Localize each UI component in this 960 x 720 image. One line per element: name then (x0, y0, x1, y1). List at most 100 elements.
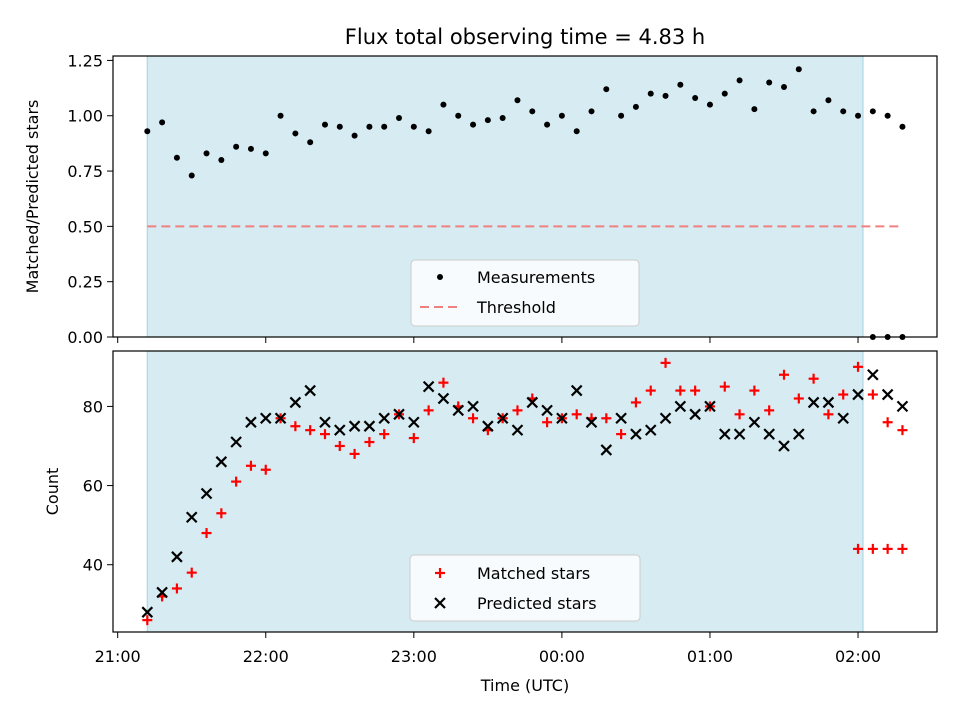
x-b (837, 412, 850, 425)
measurement-point (529, 108, 536, 115)
predicted-point (437, 392, 450, 405)
measurement-point (440, 101, 447, 108)
matched-point-tail (867, 543, 878, 554)
x-b (556, 412, 568, 425)
predicted-point (215, 456, 228, 468)
matched-point (808, 373, 819, 384)
top-legend: Measurements Threshold (410, 259, 640, 327)
matched-point (231, 476, 242, 487)
predicted-point (334, 424, 346, 436)
measurement-point (262, 150, 269, 157)
measurement-point (144, 128, 151, 135)
x-b (348, 420, 361, 432)
measurement-point (825, 97, 832, 104)
x-b (733, 428, 746, 440)
matched-point (468, 413, 479, 424)
y-tick-label: 0.75 (67, 162, 103, 181)
x-tick-label: 02:00 (835, 647, 881, 666)
x-b (319, 416, 331, 429)
x-b (422, 380, 435, 393)
predicted-point (467, 400, 479, 413)
x-b (496, 412, 509, 425)
predicted-point (363, 420, 376, 432)
matched-point (186, 567, 197, 578)
x-b (896, 400, 909, 413)
x-b (674, 400, 687, 413)
x-b (600, 444, 613, 456)
x-b (570, 384, 583, 397)
measurement-point (780, 83, 787, 90)
predicted-point (837, 412, 850, 425)
predicted-point (556, 412, 568, 425)
measurement-point (159, 119, 166, 126)
matched-point (423, 405, 434, 416)
matched-point (216, 508, 227, 519)
x-b (718, 428, 731, 440)
x-b (689, 408, 701, 421)
x-b (511, 424, 524, 436)
predicted-point (230, 436, 242, 448)
measurement-point (795, 66, 802, 73)
matched-point (379, 429, 390, 440)
predicted-point (896, 400, 909, 413)
y-tick-label: 0.50 (67, 217, 103, 236)
matched-point (201, 528, 212, 539)
x-b (585, 416, 598, 429)
predicted-point (778, 440, 790, 452)
predicted-point (748, 416, 761, 429)
matched-point (630, 397, 641, 408)
matched-point (319, 429, 330, 440)
measurement-point (588, 108, 595, 115)
matched-point (334, 440, 345, 451)
matched-point (408, 433, 419, 444)
matched-point (764, 405, 775, 416)
matched-point (349, 448, 360, 459)
y-axis-label: Matched/Predicted stars (23, 100, 42, 294)
matched-point (690, 385, 701, 396)
measurement-point (692, 95, 699, 102)
y-tick-label: 0.00 (67, 328, 103, 347)
predicted-point (378, 412, 390, 425)
measurement-point (706, 101, 713, 108)
predicted-point (704, 400, 716, 413)
matched-point (290, 421, 301, 432)
predicted-point (245, 416, 257, 429)
measurement-point (410, 123, 417, 130)
predicted-point (422, 380, 435, 393)
measurement-point (188, 172, 195, 179)
legend-label-threshold: Threshold (476, 298, 556, 317)
matched-point-tail (853, 543, 864, 554)
measurement-point (751, 106, 758, 113)
measurement-point (573, 128, 580, 135)
matched-point (245, 460, 256, 471)
legend-label-measurements: Measurements (477, 268, 595, 287)
y-tick-label: 1.25 (67, 51, 103, 70)
predicted-point (141, 606, 154, 618)
predicted-point (793, 428, 805, 440)
bottom-axes-frame (112, 350, 938, 633)
measurement-point (218, 156, 225, 163)
measurement-point (366, 123, 373, 130)
predicted-point (541, 404, 553, 417)
matched-point (838, 389, 849, 400)
predicted-point (319, 416, 331, 429)
legend-box (409, 554, 641, 622)
y-axis-label: Count (43, 468, 62, 516)
matched-point (660, 357, 671, 368)
matched-point (645, 385, 656, 396)
measurement-point (677, 81, 684, 88)
matched-point (260, 464, 271, 475)
x-b (259, 412, 272, 425)
x-b (363, 420, 376, 432)
x-b (482, 420, 494, 432)
x-b (881, 388, 894, 401)
predicted-point (585, 416, 598, 429)
predicted-point (674, 400, 687, 413)
chart-title: Flux total observing time = 4.83 h (345, 25, 705, 49)
x-b (852, 388, 864, 401)
x-b (630, 428, 642, 440)
predicted-point (259, 412, 272, 425)
bottom-panel: 40 60 80 21:00 22:00 23:00 00:00 01:00 02:00 Coun… (43, 350, 938, 695)
measurement-point (247, 145, 254, 152)
